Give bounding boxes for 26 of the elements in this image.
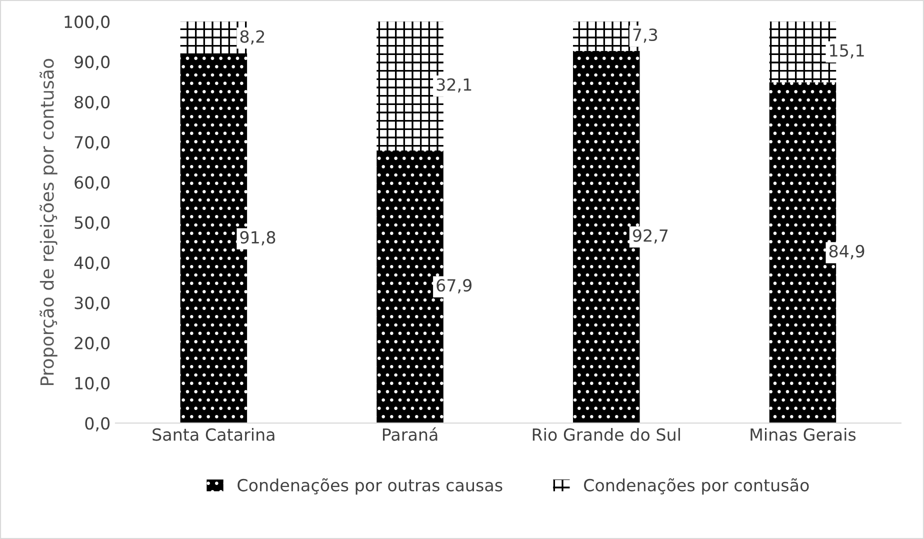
data-label: 32,1 [436,78,472,93]
y-axis-title: Proporção de rejeições por contusão [40,58,58,386]
data-label: 91,8 [240,231,276,246]
y-tick-label: 0,0 [85,417,110,432]
y-tick-label: 70,0 [74,136,110,150]
x-tick-label: Minas Gerais [750,428,856,441]
y-tick-label: 10,0 [75,376,110,392]
x-tick-label: Rio Grande do Sul [532,428,680,441]
y-tick-label: 50,0 [74,216,110,231]
x-tick-label: Paraná [382,427,438,441]
data-label: 92,7 [632,229,668,244]
data-label: 84,9 [829,244,864,260]
legend-label: Condenações por outras causas [238,478,502,495]
y-tick-label: 30,0 [74,296,110,311]
data-label: 7,3 [633,28,658,43]
data-label: 15,1 [830,44,864,58]
y-tick-label: 60,0 [74,176,110,190]
data-label: 67,9 [436,279,472,294]
y-tick-label: 40,0 [74,256,110,271]
y-tick-label: 90,0 [74,56,110,70]
legend-label: Condenações por contusão [584,478,809,495]
y-tick-label: 100,0 [64,16,110,30]
data-label: 8,2 [240,30,264,45]
y-tick-label: 20,0 [74,336,110,352]
x-tick-label: Santa Catarina [152,428,274,441]
y-tick-label: 80,0 [74,96,110,110]
